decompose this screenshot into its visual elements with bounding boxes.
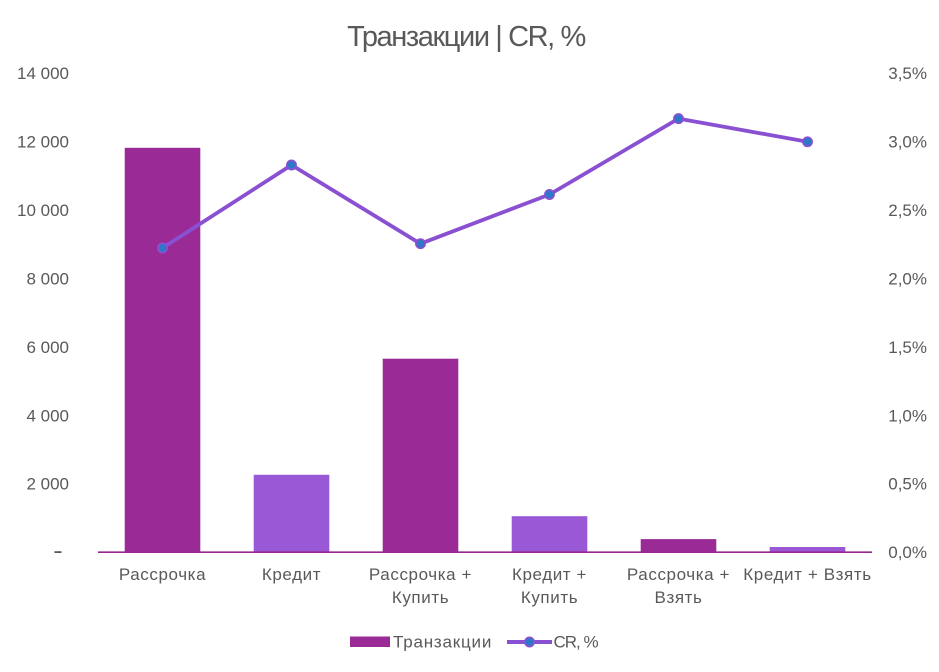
svg-text:1,0%: 1,0% bbox=[888, 406, 927, 425]
svg-text:8 000: 8 000 bbox=[26, 269, 69, 288]
svg-text:Купить: Купить bbox=[521, 588, 578, 607]
svg-text:Взять: Взять bbox=[655, 588, 703, 607]
svg-text:3,5%: 3,5% bbox=[888, 64, 927, 83]
svg-text:Кредит + Взять: Кредит + Взять bbox=[743, 565, 871, 584]
svg-text:Рассрочка: Рассрочка bbox=[119, 565, 206, 584]
svg-text:4 000: 4 000 bbox=[26, 406, 69, 425]
svg-text:Купить: Купить bbox=[392, 588, 449, 607]
svg-text:2,5%: 2,5% bbox=[888, 201, 927, 220]
svg-text:Транзакции | CR, %: Транзакции | CR, % bbox=[347, 21, 585, 53]
svg-text:0,0%: 0,0% bbox=[888, 543, 927, 562]
svg-text:10 000: 10 000 bbox=[17, 201, 69, 220]
svg-text:Транзакции: Транзакции bbox=[393, 633, 492, 652]
svg-text:2,0%: 2,0% bbox=[888, 269, 927, 288]
svg-text:12 000: 12 000 bbox=[17, 133, 69, 152]
svg-text:Рассрочка +: Рассрочка + bbox=[627, 565, 730, 584]
svg-text:0,5%: 0,5% bbox=[888, 475, 927, 494]
svg-text:14 000: 14 000 bbox=[17, 64, 69, 83]
svg-text:1,5%: 1,5% bbox=[888, 338, 927, 357]
svg-text:Рассрочка +: Рассрочка + bbox=[369, 565, 472, 584]
svg-text:Кредит: Кредит bbox=[262, 565, 321, 584]
svg-text:3,0%: 3,0% bbox=[888, 133, 927, 152]
svg-text:6 000: 6 000 bbox=[26, 338, 69, 357]
svg-text:2 000: 2 000 bbox=[26, 475, 69, 494]
svg-text:Кредит +: Кредит + bbox=[512, 565, 587, 584]
svg-text:CR, %: CR, % bbox=[554, 633, 599, 652]
